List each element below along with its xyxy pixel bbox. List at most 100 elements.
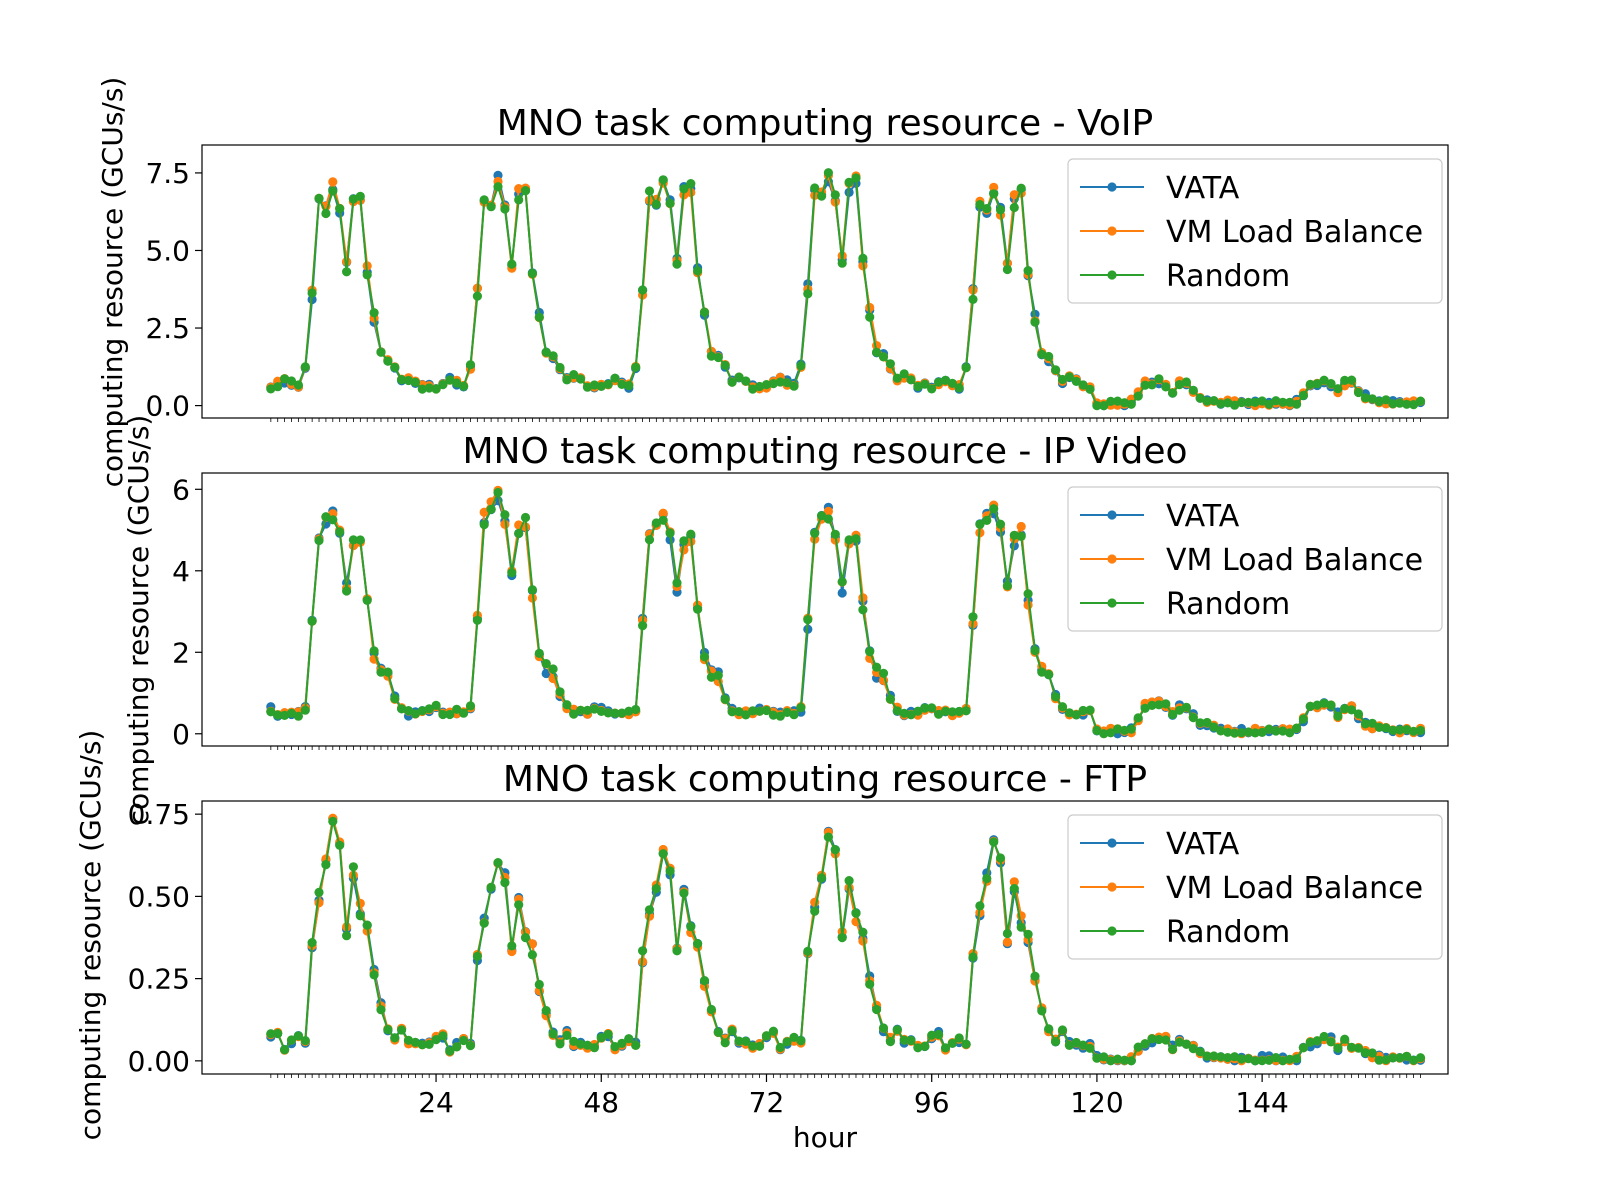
data-point	[1353, 709, 1364, 719]
data-point	[431, 384, 441, 394]
data-point	[390, 362, 400, 372]
data-point	[1037, 1006, 1047, 1016]
data-point	[1085, 384, 1095, 394]
x-axis-label: hour	[793, 1121, 858, 1154]
data-point	[796, 1036, 806, 1046]
data-point	[555, 1039, 565, 1049]
data-point	[851, 173, 861, 183]
data-point	[314, 887, 324, 898]
data-point	[355, 535, 365, 545]
data-point	[995, 853, 1006, 863]
data-point	[438, 380, 448, 390]
data-point	[706, 1004, 717, 1015]
data-point	[369, 646, 379, 656]
data-point	[383, 356, 393, 366]
data-point	[644, 905, 655, 915]
data-point	[1395, 725, 1405, 735]
data-point	[286, 1035, 297, 1045]
legend-swatch-marker	[1107, 226, 1117, 236]
data-point	[348, 194, 358, 204]
data-point	[1161, 382, 1171, 392]
data-point	[362, 920, 372, 930]
data-point	[527, 939, 538, 949]
data-point	[438, 709, 448, 720]
y-axis-label: computing resource (GCUs/s)	[74, 730, 107, 1141]
data-point	[947, 707, 958, 717]
data-point	[1388, 725, 1398, 735]
data-point	[280, 1045, 290, 1055]
data-point	[355, 911, 365, 921]
chart-panel-1: MNO task computing resource - VoIP 0.0 2.5…	[96, 77, 1449, 488]
data-point	[369, 308, 379, 318]
data-point	[1347, 375, 1357, 385]
data-point	[1367, 1048, 1377, 1058]
data-point	[1140, 703, 1150, 713]
data-point	[810, 906, 820, 916]
data-point	[1285, 728, 1295, 738]
data-point	[603, 708, 613, 718]
data-point	[293, 1031, 303, 1041]
data-point	[761, 1031, 772, 1041]
y-axis-label: computing resource (GCUs/s)	[96, 77, 129, 488]
y-tick-label: 5.0	[145, 234, 190, 267]
data-point	[1161, 1035, 1171, 1045]
data-point	[789, 381, 799, 391]
x-tick-label: 120	[1070, 1086, 1123, 1119]
data-point	[713, 1027, 723, 1037]
data-point	[486, 882, 496, 893]
data-point	[940, 706, 951, 716]
data-point	[1023, 266, 1033, 276]
data-point	[892, 706, 902, 716]
data-point	[644, 535, 655, 545]
legend-swatch-marker	[1107, 510, 1117, 520]
data-point	[445, 1046, 455, 1056]
data-point	[741, 1036, 751, 1046]
data-point	[693, 266, 703, 276]
data-point	[706, 351, 717, 361]
data-point	[934, 1029, 944, 1040]
data-point	[899, 1035, 909, 1045]
data-point	[885, 694, 896, 704]
data-point	[541, 659, 551, 669]
data-point	[417, 706, 427, 716]
data-point	[548, 664, 558, 674]
data-point	[1298, 1043, 1308, 1053]
x-tick-label: 96	[914, 1086, 950, 1119]
data-point	[589, 380, 600, 390]
data-point	[424, 704, 434, 714]
data-point	[1402, 725, 1412, 735]
data-point	[940, 1043, 951, 1053]
data-point	[1092, 725, 1102, 736]
data-point	[1085, 705, 1095, 715]
data-point	[520, 933, 531, 943]
data-point	[796, 361, 806, 371]
data-point	[651, 884, 661, 894]
data-point	[1388, 399, 1398, 409]
data-point	[989, 504, 999, 514]
data-point	[1333, 711, 1343, 721]
data-point	[362, 595, 372, 606]
data-point	[1360, 719, 1370, 729]
data-point	[927, 384, 937, 394]
data-point	[782, 378, 792, 388]
data-point	[576, 374, 586, 384]
data-point	[913, 706, 923, 716]
data-point	[693, 939, 703, 949]
data-point	[851, 534, 861, 544]
data-point	[286, 376, 297, 386]
data-point	[878, 352, 889, 362]
x-tick-label: 24	[418, 1086, 454, 1119]
legend-entry-label: Random	[1166, 259, 1290, 294]
data-point	[417, 1040, 427, 1050]
data-point	[878, 1023, 889, 1033]
data-point	[541, 347, 551, 357]
data-point	[438, 1031, 448, 1041]
data-point	[761, 380, 772, 390]
y-tick-label: 0.0	[145, 390, 190, 423]
data-point	[1409, 726, 1419, 736]
data-point	[280, 374, 290, 384]
data-point	[1154, 374, 1164, 384]
data-point	[1195, 393, 1205, 403]
data-point	[624, 381, 634, 391]
data-point	[644, 186, 655, 196]
